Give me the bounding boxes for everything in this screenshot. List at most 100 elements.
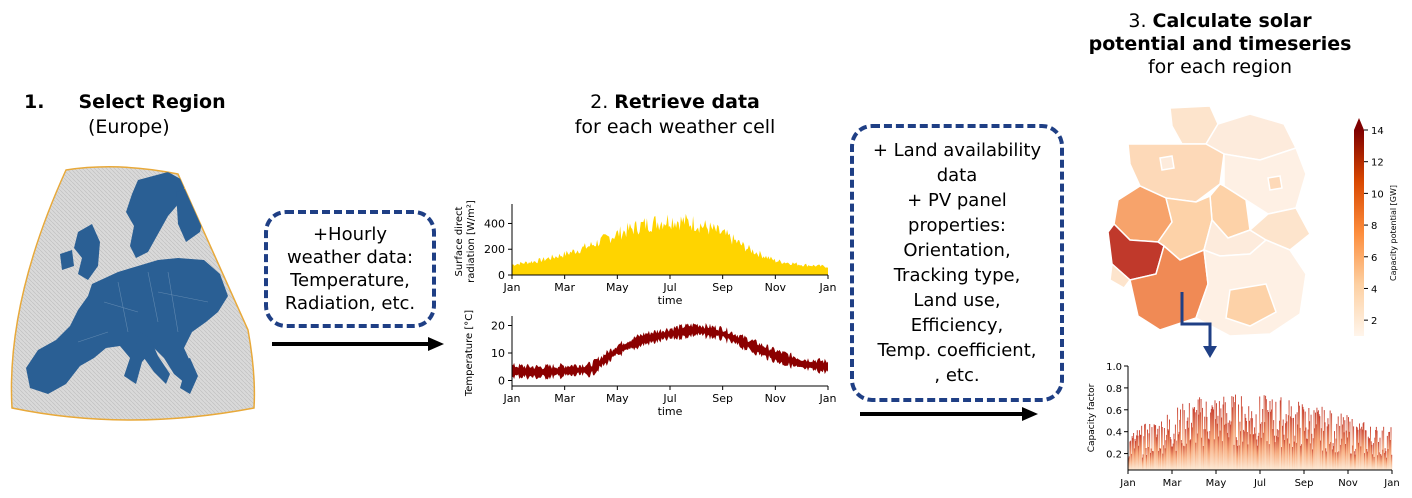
cf-bar-305 bbox=[1351, 419, 1353, 470]
cf-bar-128 bbox=[1221, 441, 1223, 470]
cf-bar-88 bbox=[1192, 407, 1194, 470]
box2-line-7: Land use, bbox=[913, 290, 1001, 311]
cf-bar-323 bbox=[1364, 430, 1366, 470]
cf-bar-187 bbox=[1265, 395, 1267, 470]
cf-bar-117 bbox=[1213, 439, 1215, 470]
colorbar-label: Capacity potential [GW] bbox=[1389, 185, 1398, 281]
cf-bar-277 bbox=[1331, 413, 1333, 470]
cf-bar-231 bbox=[1297, 424, 1299, 470]
cf-bar-10 bbox=[1135, 441, 1137, 470]
cf-bar-108 bbox=[1207, 431, 1209, 470]
cf-bar-199 bbox=[1273, 435, 1275, 470]
cf-bar-162 bbox=[1246, 432, 1248, 470]
cf-bar-106 bbox=[1205, 401, 1207, 470]
cf-bar-173 bbox=[1254, 433, 1256, 470]
cf-bar-292 bbox=[1342, 424, 1344, 470]
cf-bar-296 bbox=[1345, 444, 1346, 470]
cf-bar-160 bbox=[1245, 417, 1247, 470]
cf-bar-47 bbox=[1162, 453, 1164, 470]
cf-bar-158 bbox=[1243, 431, 1245, 470]
cf-bar-171 bbox=[1253, 434, 1255, 470]
cf-bar-328 bbox=[1368, 438, 1370, 470]
cf-y-tick-label-4: 1.0 bbox=[1106, 362, 1122, 373]
cf-bar-333 bbox=[1372, 454, 1374, 470]
ireland-shape bbox=[60, 250, 74, 270]
cf-bar-32 bbox=[1151, 427, 1153, 470]
cf-bar-46 bbox=[1161, 427, 1163, 470]
cf-bar-60 bbox=[1172, 446, 1173, 470]
cf-bar-20 bbox=[1142, 454, 1144, 470]
x-tick-label-6: Jan bbox=[819, 392, 837, 405]
y-tick-label-2: 20 bbox=[491, 320, 505, 333]
cf-bar-222 bbox=[1290, 406, 1292, 470]
greece-shape bbox=[178, 358, 198, 394]
cf-bar-54 bbox=[1167, 429, 1169, 470]
cf-bar-316 bbox=[1359, 428, 1361, 470]
cf-bar-37 bbox=[1155, 425, 1157, 470]
cf-bar-213 bbox=[1284, 440, 1286, 470]
cf-bar-23 bbox=[1144, 423, 1146, 470]
cf-bar-338 bbox=[1375, 426, 1377, 470]
cf-bar-151 bbox=[1238, 445, 1240, 470]
capacity-colorbar: 2 4 6 8 10 12 14 Capacity potential [GW] bbox=[1354, 118, 1398, 336]
cf-bar-40 bbox=[1157, 428, 1159, 470]
region-bremen bbox=[1159, 155, 1175, 171]
x-tick-label-2: May bbox=[606, 281, 629, 294]
cf-bar-198 bbox=[1273, 420, 1275, 470]
cf-bar-125 bbox=[1219, 430, 1221, 470]
cf-bar-13 bbox=[1137, 435, 1139, 470]
cf-bar-38 bbox=[1155, 437, 1157, 470]
cf-bar-123 bbox=[1218, 436, 1220, 470]
cf-bar-27 bbox=[1147, 447, 1149, 470]
cf-bar-340 bbox=[1377, 455, 1379, 470]
cf-bar-182 bbox=[1261, 422, 1263, 470]
cf-bar-42 bbox=[1158, 425, 1160, 470]
cf-bar-256 bbox=[1315, 424, 1317, 470]
cf-bar-43 bbox=[1159, 448, 1161, 470]
cf-bar-252 bbox=[1312, 438, 1314, 470]
y-tick-label-1: 200 bbox=[484, 243, 505, 256]
cf-y-tick-label-1: 0.4 bbox=[1106, 428, 1122, 439]
y-tick-label-0: 0 bbox=[498, 269, 505, 282]
cf-bar-45 bbox=[1161, 421, 1162, 470]
cf-bar-93 bbox=[1196, 410, 1198, 470]
cf-bar-191 bbox=[1268, 412, 1269, 470]
cf-bar-216 bbox=[1286, 421, 1288, 470]
cf-bar-228 bbox=[1295, 414, 1297, 470]
cf-bar-131 bbox=[1224, 424, 1225, 470]
cf-bar-308 bbox=[1353, 451, 1355, 470]
cf-bar-245 bbox=[1307, 429, 1309, 470]
cf-bar-237 bbox=[1301, 404, 1303, 470]
cf-bar-211 bbox=[1282, 419, 1284, 470]
cf-bar-210 bbox=[1282, 425, 1283, 470]
cf-x-tick-label-1: Mar bbox=[1163, 478, 1183, 489]
cf-bar-144 bbox=[1233, 444, 1235, 470]
cf-bar-72 bbox=[1180, 440, 1182, 470]
cf-bar-346 bbox=[1381, 430, 1383, 470]
step3-title-line1: Calculate solar bbox=[1152, 10, 1312, 32]
cf-bar-22 bbox=[1144, 424, 1146, 470]
cf-bar-223 bbox=[1291, 418, 1293, 470]
cf-bar-355 bbox=[1388, 432, 1390, 470]
cf-bar-147 bbox=[1235, 437, 1237, 470]
cf-bar-180 bbox=[1260, 423, 1261, 470]
cf-bar-236 bbox=[1301, 444, 1302, 470]
x-tick-label-3: Jul bbox=[662, 392, 676, 405]
cf-bar-358 bbox=[1390, 427, 1392, 470]
land-availability-pv-properties-box: + Land availability data + PV panel prop… bbox=[850, 124, 1064, 402]
cf-bar-343 bbox=[1379, 437, 1381, 470]
box2-line-5: Orientation, bbox=[903, 240, 1011, 261]
cf-x-tick-label-2: May bbox=[1206, 478, 1227, 489]
cf-bar-1 bbox=[1128, 456, 1130, 470]
cf-bar-137 bbox=[1228, 437, 1230, 470]
cf-bar-288 bbox=[1339, 425, 1341, 470]
cf-bar-124 bbox=[1218, 401, 1220, 470]
cf-bar-202 bbox=[1276, 435, 1278, 470]
cf-bar-299 bbox=[1347, 437, 1349, 470]
cf-bar-115 bbox=[1212, 407, 1214, 470]
cf-bar-12 bbox=[1136, 430, 1138, 470]
cf-bar-195 bbox=[1271, 409, 1272, 470]
cf-bar-71 bbox=[1180, 409, 1181, 470]
cf-bar-281 bbox=[1334, 431, 1335, 470]
cf-bar-357 bbox=[1389, 440, 1391, 470]
